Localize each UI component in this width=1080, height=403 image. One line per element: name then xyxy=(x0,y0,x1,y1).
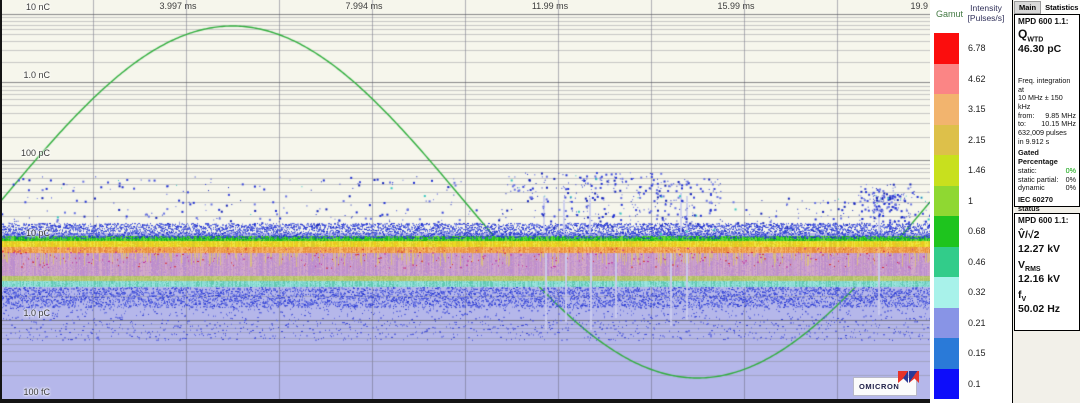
gamut-segment xyxy=(934,216,959,247)
x-tick-label: 15.99 ms xyxy=(717,1,755,11)
vpeak-symbol: V̂/√2 xyxy=(1018,228,1040,241)
x-tick-label: 3.997 ms xyxy=(159,1,197,11)
gamut-scale-value: 0.68 xyxy=(968,226,986,237)
freq-integration-block: Freq. integration at 10 MHz ± 150 kHz fr… xyxy=(1018,76,1076,146)
measurement-panel-voltage: MPD 600 1.1: V̂/√2 12.27 kV VRMS 12.16 k… xyxy=(1014,213,1080,331)
gamut-scale-value: 0.1 xyxy=(968,378,981,389)
plot-left-border xyxy=(0,0,2,403)
omicron-logo-text: OMICRON xyxy=(859,382,900,391)
y-tick-label: 100 fC xyxy=(23,387,50,397)
vpeak-value: 12.27 kV xyxy=(1018,243,1061,256)
vrms-value: 12.16 kV xyxy=(1018,273,1061,286)
gamut-scale-value: 0.32 xyxy=(968,287,986,298)
side-panel-column: Main Statistics MPD 600 1.1: QWTD 46.30 … xyxy=(1012,0,1080,403)
gamut-scale-value: 0.15 xyxy=(968,348,986,359)
qwtd-symbol: QWTD xyxy=(1018,26,1044,44)
panel-tabs: Main Statistics xyxy=(1014,0,1080,14)
prpd-canvas[interactable] xyxy=(0,0,930,399)
gamut-segment xyxy=(934,307,959,338)
gamut-scale-value: 0.46 xyxy=(968,256,986,267)
gated-percentage-title: Gated Percentage xyxy=(1018,148,1058,167)
freq-line2: 10 MHz ± 150 kHz xyxy=(1018,93,1063,112)
freq-from-row: from: 9.85 MHz xyxy=(1018,110,1076,120)
gamut-segment xyxy=(934,94,959,125)
gamut-scale-value: 2.15 xyxy=(968,134,986,145)
prpd-plot-area[interactable]: 3.997 ms 7.994 ms 11.99 ms 15.99 ms 19.9 10 … xyxy=(0,0,930,403)
tab-statistics[interactable]: Statistics xyxy=(1045,2,1079,12)
gamut-segment xyxy=(934,246,959,277)
gamut-scale-value: 3.15 xyxy=(968,104,986,115)
gated-static-row: static: 0% xyxy=(1018,166,1076,175)
plot-bottom-border xyxy=(0,399,930,403)
y-tick-label: 1.0 pC xyxy=(23,308,50,318)
gamut-scale-value: 0.21 xyxy=(968,317,986,328)
gamut-segment xyxy=(934,33,959,64)
omicron-logo-icon xyxy=(898,371,919,383)
freq-symbol: fV xyxy=(1018,288,1027,303)
pulse-count: 632,009 pulses xyxy=(1018,127,1067,137)
gamut-scale-value: 1.46 xyxy=(968,165,986,176)
gamut-segment xyxy=(934,368,959,399)
x-tick-label: 19.9 xyxy=(910,1,928,11)
intensity-header-line1: Intensity xyxy=(970,3,1002,13)
y-tick-label: 10 pC xyxy=(25,228,50,238)
gamut-segment xyxy=(934,185,959,216)
measurement-panel-charge: MPD 600 1.1: QWTD 46.30 pC Freq. integra… xyxy=(1014,14,1080,247)
intensity-header-line2: [Pulses/s] xyxy=(967,13,1005,24)
gamut-segment xyxy=(934,124,959,155)
gamut-column: Gamut Intensity [Pulses/s] 6.78 4.62 3.15 2… xyxy=(930,0,1012,403)
gamut-segment xyxy=(934,277,959,308)
omicron-logo: OMICRON xyxy=(853,371,919,396)
qwtd-value: 46.30 pC xyxy=(1018,42,1062,55)
freq-to-row: to: 10.15 MHz xyxy=(1018,119,1076,129)
x-tick-label: 11.99 ms xyxy=(531,1,569,11)
pulse-duration: in 9.912 s xyxy=(1018,136,1050,146)
gamut-scale-value: 1 xyxy=(968,195,974,206)
tab-main[interactable]: Main xyxy=(1014,0,1042,14)
gamut-color-bar[interactable] xyxy=(934,33,959,399)
intensity-header: Intensity [Pulses/s] xyxy=(960,3,1012,23)
gamut-segment xyxy=(934,63,959,94)
y-tick-label: 100 pC xyxy=(20,148,50,158)
gamut-scale-value: 6.78 xyxy=(968,43,986,54)
gated-static-partial-row: static partial: 0% xyxy=(1018,174,1076,184)
device-title-2: MPD 600 1.1: xyxy=(1018,216,1069,225)
gamut-segment xyxy=(934,155,959,186)
y-tick-label: 10 nC xyxy=(25,2,50,12)
device-title: MPD 600 1.1: xyxy=(1018,17,1069,26)
y-tick-label: 1.0 nC xyxy=(23,70,50,80)
gamut-title: Gamut xyxy=(936,9,964,19)
gamut-segment xyxy=(934,338,959,369)
x-tick-label: 7.994 ms xyxy=(345,1,383,11)
vrms-symbol: VRMS xyxy=(1018,258,1041,273)
freq-line1: Freq. integration at xyxy=(1018,76,1071,94)
gated-dynamic-row: dynamic 0% xyxy=(1018,183,1076,193)
freq-value: 50.02 Hz xyxy=(1018,303,1061,316)
iec-status-title: IEC 60270 status xyxy=(1018,194,1053,213)
gamut-scale-value: 4.62 xyxy=(968,73,986,84)
